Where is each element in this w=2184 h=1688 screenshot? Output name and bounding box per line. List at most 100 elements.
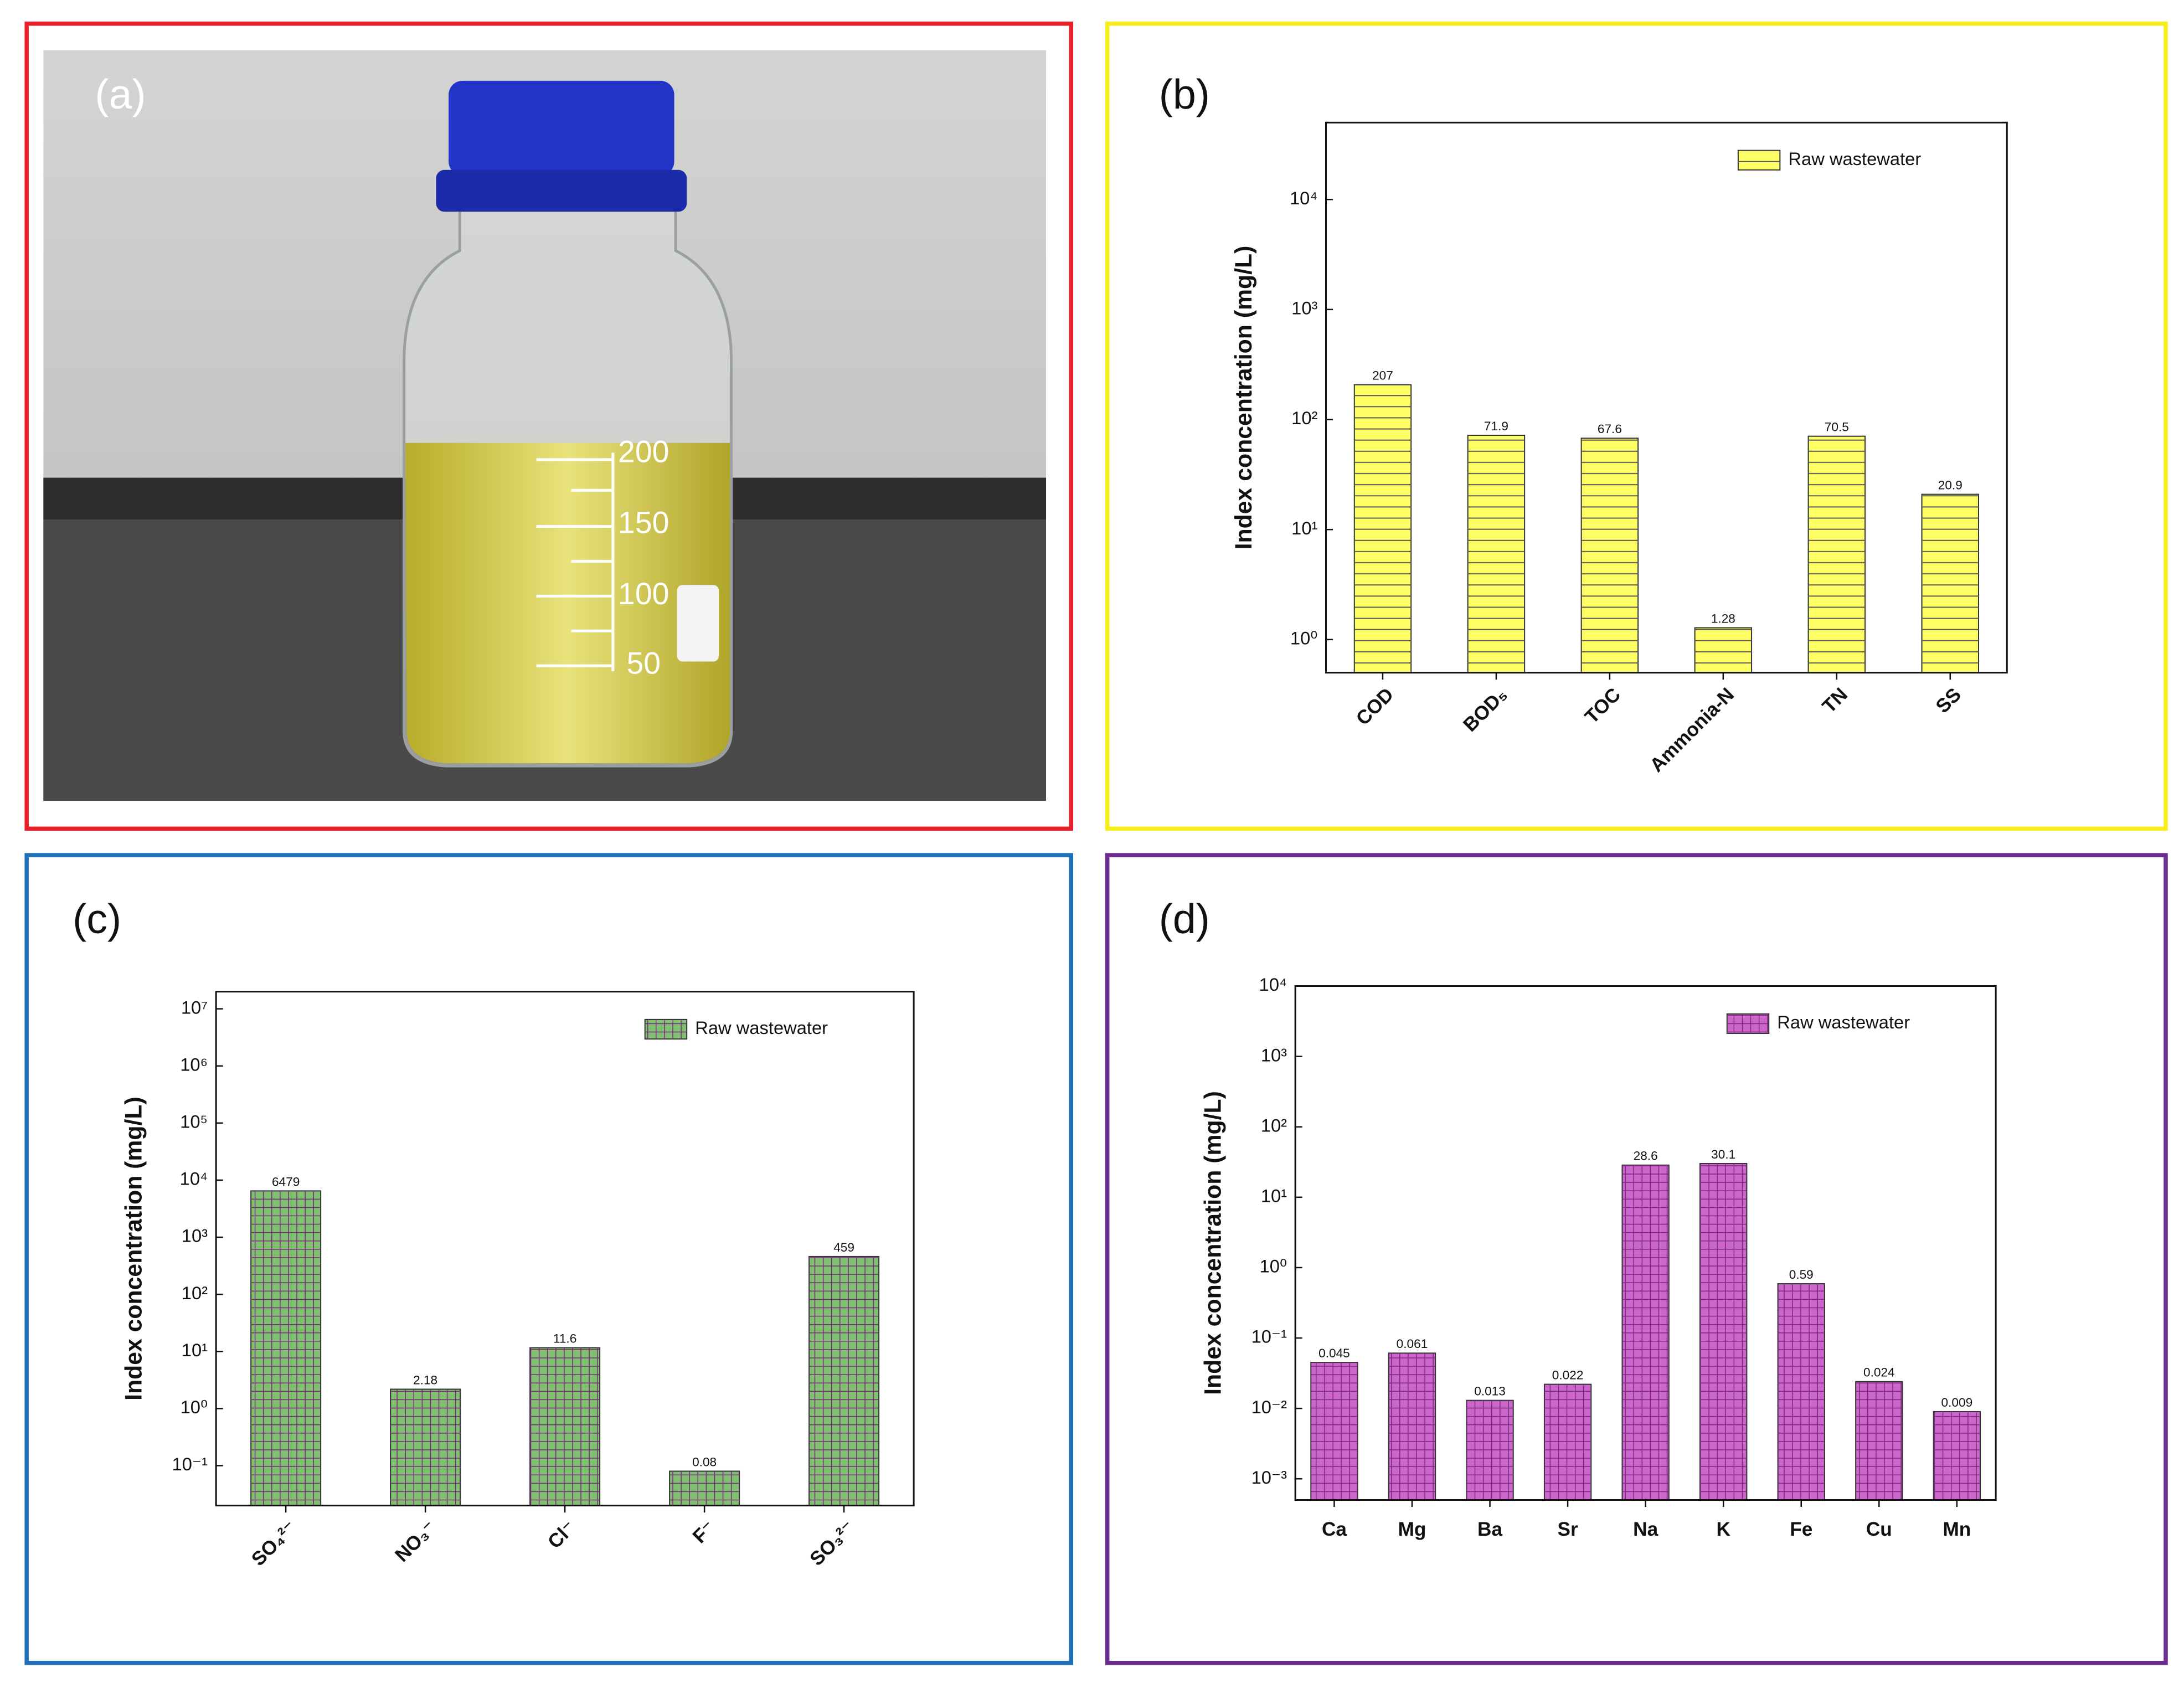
value-label: 30.1	[1711, 1147, 1735, 1161]
x-tick-label: BOD₅	[1459, 684, 1511, 736]
y-tick-label: 10⁻¹	[1251, 1326, 1287, 1347]
bar-hatch	[1622, 1165, 1669, 1500]
bar-group	[1807, 435, 1866, 673]
panel-label: (c)	[73, 896, 121, 942]
y-axis-label: Index concentration (mg/L)	[1230, 246, 1257, 550]
legend-hatch	[1727, 1013, 1769, 1034]
value-label: 70.5	[1825, 420, 1849, 434]
x-tick-label: Mn	[1943, 1519, 1971, 1540]
value-label: 0.022	[1552, 1368, 1584, 1382]
x-tick-label: Mg	[1398, 1519, 1426, 1540]
x-tick-label: TN	[1818, 684, 1852, 718]
bar-hatch	[530, 1347, 600, 1506]
bar-hatch	[1922, 494, 1979, 673]
x-tick-label: Ba	[1477, 1519, 1502, 1540]
bar-group	[1353, 384, 1412, 673]
x-tick-label: SO₄²⁻	[248, 1516, 301, 1570]
y-tick-label: 10²	[1291, 408, 1317, 428]
bar-group	[1855, 1381, 1903, 1501]
value-label: 1.28	[1711, 611, 1735, 625]
x-tick-label: Ca	[1322, 1519, 1347, 1540]
y-axis-label: Index concentration (mg/L)	[121, 1097, 147, 1401]
bar-hatch	[390, 1389, 461, 1506]
bar-group	[1310, 1362, 1358, 1501]
bar-group	[1466, 1399, 1514, 1501]
panel-frame	[1105, 853, 2168, 1665]
value-label: 0.59	[1789, 1268, 1814, 1282]
y-tick-label: 10²	[182, 1283, 208, 1303]
x-tick-label: NO₃⁻	[391, 1516, 441, 1566]
bar-group	[808, 1255, 880, 1506]
x-tick-label: TOC	[1581, 684, 1625, 728]
value-label: 0.013	[1474, 1385, 1506, 1398]
legend-hatch	[645, 1019, 687, 1039]
y-tick-label: 10³	[1291, 297, 1317, 318]
panel-label: (d)	[1159, 896, 1210, 942]
x-tick-label: Fe	[1790, 1519, 1812, 1540]
bottle-mark: 50	[626, 646, 661, 681]
bar-hatch	[1467, 435, 1525, 673]
photo	[43, 50, 1047, 801]
bar-hatch	[1544, 1384, 1591, 1500]
bar-hatch	[1581, 438, 1639, 673]
bar-hatch	[1354, 384, 1412, 673]
y-tick-label: 10¹	[182, 1340, 208, 1360]
value-label: 0.08	[692, 1455, 717, 1469]
y-tick-label: 10⁴	[1259, 974, 1287, 995]
legend-label: Raw wastewater	[1777, 1012, 1910, 1032]
panel-label: (a)	[95, 71, 146, 117]
x-tick-label: K	[1716, 1519, 1730, 1540]
y-tick-label: 10⁵	[180, 1111, 208, 1131]
panel-label: (b)	[1159, 71, 1210, 117]
panel-frame	[24, 853, 1074, 1665]
value-label: 28.6	[1634, 1149, 1658, 1163]
bar-hatch	[809, 1256, 879, 1506]
y-axis-label: Index concentration (mg/L)	[1200, 1091, 1227, 1395]
x-tick-label: Ammonia-N	[1646, 684, 1738, 776]
bar-hatch	[1466, 1400, 1513, 1500]
bar-hatch	[1388, 1353, 1436, 1500]
y-tick-label: 10⁰	[181, 1397, 208, 1417]
bar-hatch	[1856, 1381, 1903, 1500]
x-tick-label: Cl⁻	[544, 1516, 580, 1553]
bar-hatch	[1933, 1411, 1981, 1500]
plot-frame	[215, 991, 915, 1507]
y-tick-label: 10⁴	[1290, 188, 1317, 208]
y-tick-label: 10³	[182, 1226, 208, 1246]
y-tick-label: 10⁰	[1290, 628, 1317, 649]
bar-hatch	[1778, 1284, 1825, 1500]
bar-hatch	[1700, 1163, 1747, 1500]
value-label: 6479	[272, 1175, 300, 1188]
value-label: 207	[1372, 369, 1393, 383]
x-tick-label: F⁻	[689, 1516, 720, 1547]
x-tick-label: COD	[1352, 684, 1398, 730]
bar-group	[1388, 1352, 1436, 1501]
y-tick-label: 10⁻³	[1251, 1467, 1287, 1488]
bar-group	[669, 1470, 740, 1506]
bottle-mark: 200	[618, 434, 669, 469]
x-tick-label: SO₃²⁻	[806, 1516, 859, 1569]
bar-hatch	[669, 1471, 740, 1506]
bar-group	[1921, 493, 1980, 673]
bar-hatch	[1808, 436, 1866, 673]
bottle-mark: 150	[618, 506, 669, 540]
bar-group	[1467, 434, 1526, 673]
bar-hatch	[1694, 627, 1752, 673]
y-tick-label: 10⁰	[1260, 1256, 1287, 1277]
y-tick-label: 10⁶	[180, 1054, 208, 1074]
y-tick-label: 10¹	[1261, 1185, 1287, 1206]
y-tick-label: 10⁴	[180, 1169, 208, 1189]
panel-frame	[24, 21, 1074, 831]
value-label: 71.9	[1484, 419, 1508, 433]
bar-group	[1694, 627, 1753, 673]
x-tick-label: SS	[1931, 684, 1965, 718]
bar-hatch	[1311, 1362, 1358, 1500]
x-tick-label: Cu	[1866, 1519, 1892, 1540]
y-tick-label: 10¹	[1291, 518, 1317, 538]
y-tick-label: 10³	[1261, 1044, 1287, 1065]
value-label: 0.061	[1397, 1337, 1428, 1351]
panel-frame	[1105, 21, 2168, 831]
bottle-mark: 100	[618, 577, 669, 611]
y-tick-label: 10⁷	[181, 997, 208, 1017]
